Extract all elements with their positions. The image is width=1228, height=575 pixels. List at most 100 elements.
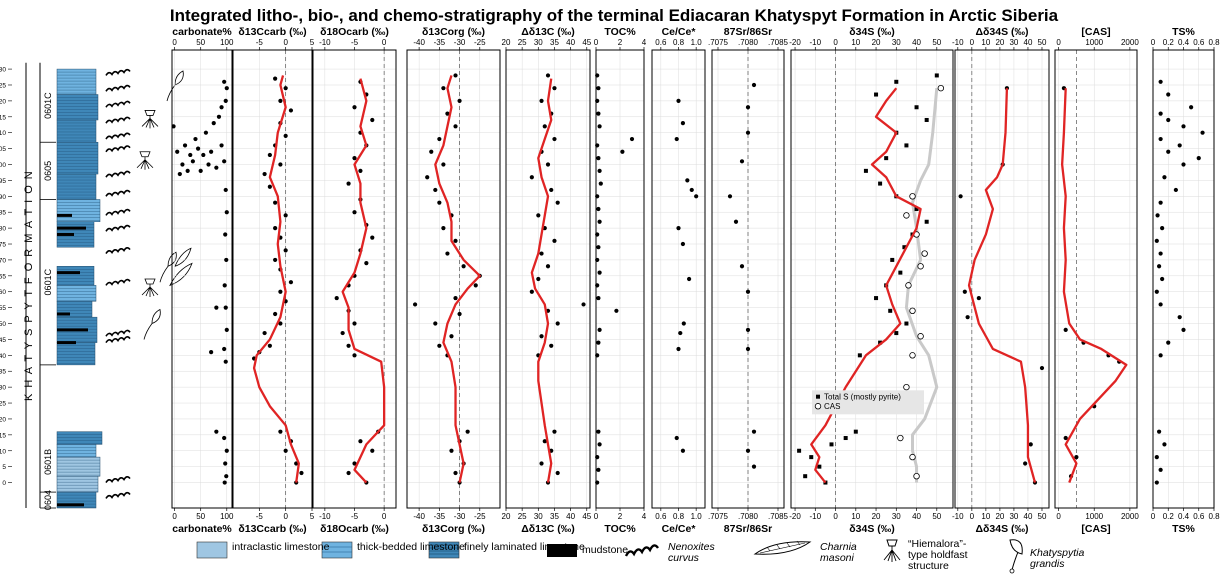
data-point xyxy=(596,111,601,116)
x-tick-label-top: 50 xyxy=(196,38,205,47)
cas-point xyxy=(905,282,912,289)
data-point xyxy=(370,235,375,240)
x-tick-label-bottom: 30 xyxy=(892,512,901,521)
x-tick-label-top: 0 xyxy=(970,38,975,47)
legend-hiemalora-line2: type holdfast xyxy=(908,549,968,561)
x-tick-label-top: 0.8 xyxy=(1208,38,1220,47)
data-point xyxy=(182,143,188,148)
legend-hiemalora-line3: structure xyxy=(908,560,949,572)
data-point xyxy=(595,98,600,103)
data-point xyxy=(352,156,357,161)
cas-point xyxy=(921,250,928,257)
data-point xyxy=(687,276,692,282)
khatyspytia-icon xyxy=(1009,539,1023,574)
data-point xyxy=(545,73,551,78)
data-point xyxy=(596,340,601,345)
data-point xyxy=(676,346,681,352)
data-point xyxy=(267,343,272,348)
data-point xyxy=(680,121,686,126)
data-point xyxy=(449,334,454,339)
data-point xyxy=(193,136,198,142)
data-point xyxy=(222,283,227,288)
data-point xyxy=(888,308,893,313)
height-tick-label: 115 xyxy=(0,114,6,121)
x-tick-label-top: 10 xyxy=(851,38,860,47)
x-tick-label-bottom: 20 xyxy=(995,512,1004,521)
x-tick-label-top: 10 xyxy=(981,38,990,47)
lithology-block xyxy=(56,199,101,223)
x-tick-label-top: 40 xyxy=(566,38,575,47)
data-point xyxy=(689,187,694,193)
trend-line xyxy=(530,78,553,483)
mudstone-swatch xyxy=(547,544,577,557)
data-point xyxy=(262,330,267,336)
data-point xyxy=(597,442,602,447)
legend-swatches xyxy=(196,539,1023,574)
data-point xyxy=(334,295,339,301)
strat-column: K H A T Y S P Y T F O R M A T I O N 0601C… xyxy=(0,62,193,510)
x-tick-label-top: 0 xyxy=(1056,38,1061,47)
cas-point xyxy=(909,453,916,461)
data-point xyxy=(894,79,899,84)
data-point xyxy=(751,82,757,88)
mudstone-bed xyxy=(57,232,74,236)
unit-label: 0601B xyxy=(43,449,53,475)
data-point xyxy=(904,143,909,148)
unit-label: 0604 xyxy=(43,490,53,510)
height-tick-label: 35 xyxy=(0,369,6,376)
data-point xyxy=(595,480,600,485)
height-tick-label: 55 xyxy=(0,305,6,312)
x-tick-label-bottom: -10 xyxy=(952,512,964,521)
data-point xyxy=(222,480,227,485)
data-point xyxy=(1181,162,1186,167)
data-point xyxy=(542,439,547,444)
data-point xyxy=(727,194,733,199)
cas-point xyxy=(909,352,916,359)
x-tick-label-top: 30 xyxy=(534,38,543,47)
data-point xyxy=(453,295,458,301)
x-tick-label-top: .7080 xyxy=(738,38,759,47)
legend-finely-laminated-label: finely laminated limestone xyxy=(464,541,585,553)
data-point xyxy=(680,241,686,247)
data-point xyxy=(853,429,858,434)
data-point xyxy=(412,302,418,307)
axis-title-top: δ34S (‰) xyxy=(849,26,894,38)
data-point xyxy=(878,340,883,345)
data-point xyxy=(863,168,868,173)
x-tick-label-bottom: -10 xyxy=(810,512,822,521)
legend-khatyspytia-genus: Khatyspytia xyxy=(1030,547,1085,559)
legend-hiemalora-line1: “Hiemalora”- xyxy=(908,538,967,550)
legend-charnia-species: masoni xyxy=(820,552,854,564)
x-tick-label-bottom: 30 xyxy=(534,512,543,521)
data-point xyxy=(1028,442,1033,447)
x-tick-label-top: 45 xyxy=(582,38,591,47)
charnia-icon xyxy=(753,540,812,555)
panel-total-sulfur: 000.20.20.40.40.60.60.80.8TS%TS% xyxy=(1151,26,1220,535)
height-tick-label: 30 xyxy=(0,385,6,392)
x-tick-label-top: 20 xyxy=(872,38,881,47)
x-tick-label-top: 0 xyxy=(1151,38,1156,47)
legend: intraclastic limestone thick-bedded lime… xyxy=(0,536,1228,575)
unit-label: 0601C xyxy=(43,268,53,295)
data-point xyxy=(596,467,601,472)
data-point xyxy=(904,321,909,326)
khatyspytia-icon xyxy=(166,70,184,102)
cas-point xyxy=(913,472,920,480)
x-tick-label-bottom: 5 xyxy=(310,512,315,521)
data-point xyxy=(195,146,201,151)
data-point xyxy=(429,149,434,154)
panel-frame xyxy=(505,49,591,509)
data-point xyxy=(1063,435,1068,441)
cas-point xyxy=(909,193,916,200)
axis-title-top: 87Sr/86Sr xyxy=(724,26,772,38)
data-point xyxy=(203,130,209,135)
data-point xyxy=(857,353,862,358)
x-tick-label-top: 20 xyxy=(502,38,511,47)
data-point xyxy=(549,187,554,193)
x-tick-label-bottom: 40 xyxy=(1024,512,1033,521)
legend-total-label: Total S (mostly pyrite) xyxy=(824,393,901,402)
nenoxites-icon xyxy=(624,544,659,557)
data-point xyxy=(674,435,679,441)
hiemalora-icon xyxy=(883,539,901,562)
x-tick-label-bottom: 0 xyxy=(283,512,288,521)
